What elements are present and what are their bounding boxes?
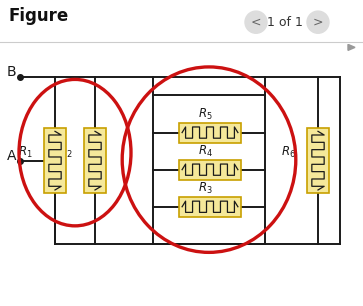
Text: Figure: Figure — [8, 7, 68, 25]
Text: B: B — [7, 65, 17, 80]
FancyBboxPatch shape — [44, 128, 66, 193]
Text: >: > — [313, 16, 323, 29]
Text: 1 of 1: 1 of 1 — [267, 16, 303, 29]
FancyBboxPatch shape — [307, 128, 329, 193]
Text: <: < — [251, 16, 261, 29]
FancyBboxPatch shape — [84, 128, 106, 193]
Text: $R_1$: $R_1$ — [19, 145, 33, 160]
Text: $R_3$: $R_3$ — [197, 181, 212, 196]
Text: $R_2$: $R_2$ — [58, 145, 73, 160]
Circle shape — [307, 11, 329, 33]
FancyBboxPatch shape — [179, 197, 241, 217]
Text: $R_4$: $R_4$ — [197, 144, 212, 159]
Polygon shape — [348, 44, 355, 50]
FancyBboxPatch shape — [179, 160, 241, 180]
Text: A: A — [7, 149, 16, 162]
Text: $R_6$: $R_6$ — [281, 145, 296, 160]
Text: $R_5$: $R_5$ — [198, 107, 212, 122]
FancyBboxPatch shape — [179, 123, 241, 143]
Circle shape — [245, 11, 267, 33]
